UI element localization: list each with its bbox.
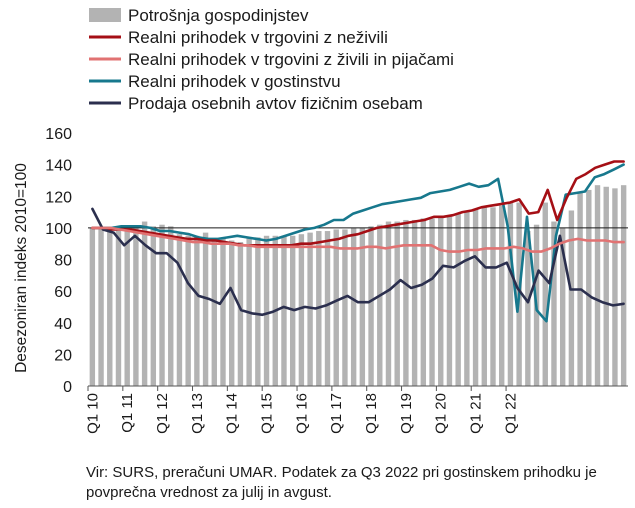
bar-potrosnja [499, 205, 505, 386]
bar-potrosnja [411, 219, 418, 386]
legend: Potrošnja gospodinjstev Realni prihodek v… [89, 6, 454, 113]
legend-label: Prodaja osebnih avtov fizičnim osebam [128, 94, 423, 113]
bar-potrosnja [150, 226, 157, 386]
legend-label: Potrošnja gospodinjstev [128, 6, 309, 25]
y-axis-label: Desezoniran indeks 2010=100 [13, 163, 30, 373]
legend-swatch-bar [89, 8, 121, 22]
y-tick-label: 80 [54, 253, 72, 270]
y-tick-label: 100 [45, 221, 72, 238]
y-tick-label: 60 [54, 284, 72, 301]
bar-potrosnja [490, 207, 496, 386]
bar-potrosnja [472, 208, 479, 386]
x-tick-label: Q1 22 [502, 393, 519, 434]
series-line [91, 163, 625, 323]
bar-potrosnja [612, 188, 618, 386]
bar-potrosnja [559, 227, 566, 386]
bar-potrosnja [438, 216, 444, 386]
bar-potrosnja [185, 235, 191, 386]
bar-potrosnja [455, 213, 461, 386]
y-tick-label: 0 [63, 379, 72, 396]
bar-potrosnja [568, 210, 575, 386]
bar-potrosnja [525, 231, 531, 386]
x-tick-label: Q1 14 [224, 393, 241, 434]
bar-potrosnja [359, 227, 366, 386]
bar-potrosnja [229, 240, 235, 386]
bar-potrosnja [307, 232, 313, 386]
bar-potrosnja [176, 234, 183, 386]
bar-potrosnja [324, 231, 331, 386]
bar-potrosnja [620, 185, 627, 386]
series-line [91, 160, 625, 247]
bar-potrosnja [542, 202, 548, 386]
x-tick-label: Q1 15 [259, 393, 276, 434]
bar-potrosnja [281, 235, 287, 386]
series-line [91, 226, 625, 253]
bar-potrosnja [394, 221, 400, 386]
x-tick-label: Q1 16 [293, 393, 310, 434]
x-tick-label: Q1 20 [433, 393, 450, 434]
legend-label: Realni prihodek v gostinstvu [128, 72, 341, 91]
x-tick-label: Q1 13 [189, 393, 206, 434]
x-tick-label: Q1 19 [398, 393, 415, 434]
bars-potrosnja-gospodinjstev [89, 185, 627, 386]
y-tick-label: 20 [54, 347, 72, 364]
bar-potrosnja [350, 227, 357, 386]
bar-potrosnja [603, 186, 609, 386]
bar-potrosnja [481, 207, 487, 386]
bar-potrosnja [385, 221, 392, 386]
bar-potrosnja [255, 237, 261, 386]
y-tick-label: 160 [45, 126, 72, 143]
bar-potrosnja [133, 227, 139, 386]
bar-potrosnja [586, 189, 592, 386]
y-tick-label: 140 [45, 158, 72, 175]
x-tick-label: Q1 17 [328, 393, 345, 434]
bar-potrosnja [464, 212, 470, 386]
x-tick-label: Q1 18 [363, 393, 380, 434]
series-line [91, 207, 625, 317]
bar-potrosnja [594, 185, 601, 386]
bar-potrosnja [115, 226, 122, 386]
bar-potrosnja [342, 229, 348, 386]
bar-potrosnja [168, 226, 174, 386]
bar-potrosnja [368, 226, 374, 386]
bar-potrosnja [141, 221, 148, 386]
bar-potrosnja [377, 224, 383, 386]
bar-potrosnja [263, 235, 270, 386]
y-tick-label: 120 [45, 189, 72, 206]
x-axis-ticks: Q1 10 Q1 11 Q1 12 Q1 13 Q1 14 Q1 15 Q1 16 Q1 17… [84, 386, 519, 434]
x-tick-label: Q1 21 [468, 393, 485, 434]
bar-potrosnja [98, 229, 104, 386]
legend-label: Realni prihodek v trgovini z živili in p… [128, 50, 454, 69]
bar-potrosnja [333, 229, 339, 386]
bar-potrosnja [220, 238, 226, 386]
bar-potrosnja [211, 238, 217, 386]
source-note: Vir: SURS, preračuni UMAR. Podatek za Q3… [86, 464, 597, 501]
bar-potrosnja [89, 227, 96, 386]
bar-potrosnja [551, 221, 557, 386]
bar-potrosnja [507, 202, 514, 386]
bar-potrosnja [446, 215, 453, 386]
bar-potrosnja [159, 224, 165, 386]
bar-potrosnja [429, 218, 435, 386]
series-lines [91, 160, 625, 323]
x-tick-label: Q1 11 [119, 393, 136, 433]
bar-potrosnja [202, 232, 209, 386]
bar-potrosnja [237, 242, 244, 386]
bar-potrosnja [420, 218, 427, 386]
legend-label: Realni prihodek v trgovini z neživili [128, 28, 388, 47]
bar-potrosnja [107, 227, 113, 386]
y-tick-label: 40 [54, 316, 72, 333]
y-axis-ticks: 0 20 40 60 80 100 120 140 160 [45, 126, 72, 396]
x-tick-label: Q1 10 [84, 393, 101, 434]
bar-potrosnja [194, 235, 200, 386]
bar-potrosnja [403, 219, 409, 386]
bar-potrosnja [124, 226, 130, 386]
x-tick-label: Q1 12 [154, 393, 171, 434]
bar-potrosnja [298, 234, 305, 386]
